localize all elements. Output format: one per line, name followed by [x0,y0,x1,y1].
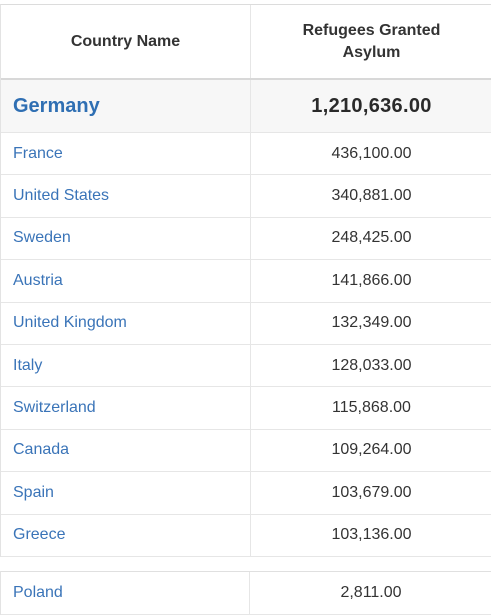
country-cell: Austria [1,260,251,302]
featured-value: 1,210,636.00 [311,94,432,117]
asylum-table: Country Name Refugees Granted Asylum Ger… [0,4,491,615]
table-row: United States 340,881.00 [1,175,491,218]
country-cell: Italy [1,344,251,387]
country-link[interactable]: Austria [13,271,63,289]
value-cell: 103,679.00 [251,472,491,513]
table-row: Poland 2,811.00 [1,570,491,615]
value-text: 109,264.00 [331,441,412,459]
country-cell: United Kingdom [1,302,251,344]
country-column-header[interactable]: Country Name [1,5,251,78]
country-link[interactable]: Greece [13,526,66,544]
country-link[interactable]: United States [13,187,110,205]
country-link[interactable]: Italy [13,356,43,374]
value-text: 248,425.00 [331,229,412,247]
country-link[interactable]: France [13,144,63,162]
value-text: 141,866.00 [331,271,412,289]
value-text: 115,868.00 [332,399,411,417]
featured-row: Germany 1,210,636.00 [1,80,491,133]
value-cell: 248,425.00 [251,218,491,259]
country-cell: United States [1,175,251,217]
country-column-header-label: Country Name [70,32,181,50]
table-row: Italy 128,033.00 [1,344,491,388]
value-text: 103,679.00 [331,483,412,501]
featured-country-link[interactable]: Germany [13,94,100,117]
refugees-column-header-label: Refugees Granted Asylum [302,21,441,61]
row-gap [0,556,491,571]
table-row: Austria 141,866.00 [1,260,491,303]
value-text: 2,811.00 [340,583,402,601]
featured-country-cell: Germany [1,80,251,132]
value-cell: 115,868.00 [251,387,491,428]
value-cell: 2,811.00 [250,572,491,614]
table-row: Greece 103,136.00 [1,514,491,557]
refugees-column-header[interactable]: Refugees Granted Asylum [251,5,491,78]
country-cell: Sweden [1,217,251,260]
value-text: 132,349.00 [331,314,412,332]
table-row: France 436,100.00 [1,133,491,176]
table-row: United Kingdom 132,349.00 [1,302,491,345]
country-link[interactable]: United Kingdom [13,314,127,332]
country-link[interactable]: Spain [13,483,54,501]
value-cell: 436,100.00 [251,133,491,174]
country-link[interactable]: Canada [13,441,70,459]
value-text: 340,881.00 [331,187,412,205]
table-row: Sweden 248,425.00 [1,217,491,261]
value-text: 103,136.00 [331,526,412,544]
country-cell: France [1,133,251,175]
value-cell: 103,136.00 [251,515,491,556]
table-row: Canada 109,264.00 [1,429,491,473]
country-cell: Spain [1,472,251,514]
country-cell: Canada [1,429,251,472]
table-row: Spain 103,679.00 [1,472,491,515]
value-cell: 132,349.00 [251,303,491,344]
country-link[interactable]: Switzerland [13,399,96,417]
country-cell: Greece [1,514,251,556]
country-cell: Switzerland [1,387,251,429]
table-header-row: Country Name Refugees Granted Asylum [1,5,491,80]
country-cell: Poland [1,571,250,614]
value-text: 128,033.00 [331,356,412,374]
value-cell: 128,033.00 [251,345,491,386]
featured-value-cell: 1,210,636.00 [251,80,491,132]
value-cell: 141,866.00 [251,260,491,301]
value-cell: 109,264.00 [251,430,491,471]
country-link[interactable]: Sweden [13,229,71,247]
country-link[interactable]: Poland [13,583,63,601]
value-text: 436,100.00 [331,144,412,162]
value-cell: 340,881.00 [251,175,491,216]
table-row: Switzerland 115,868.00 [1,387,491,430]
